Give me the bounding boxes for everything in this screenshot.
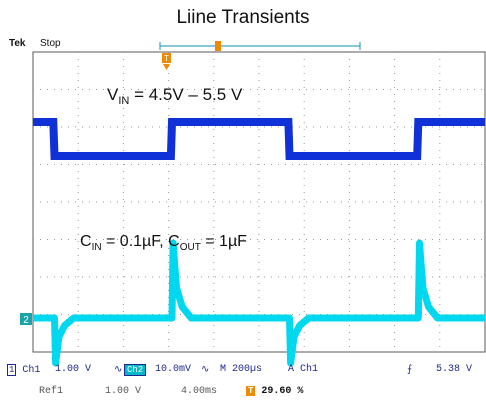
ch1-id: 1 — [7, 364, 17, 376]
trigger-source: A Ch1 — [288, 364, 319, 375]
timebase-readout: M 200µs — [220, 364, 263, 375]
trigger-slope-icon: ⨍ — [407, 365, 413, 376]
ch2-scale: 10.0mV — [155, 364, 192, 375]
scope-brand: Tek — [9, 38, 26, 49]
ref1-label: Ref1 — [39, 386, 64, 397]
graticule-grid — [33, 52, 485, 352]
trigger-position-bar — [159, 41, 361, 51]
bandwidth-icon: ∿ — [201, 365, 210, 376]
ch1-scale: 1.00 V — [55, 364, 92, 375]
ch2-label: Ch2 — [124, 364, 147, 376]
ch2-coupling-icon: ∿ — [114, 365, 123, 376]
trigger-position-marker: T — [246, 386, 256, 396]
vin-annotation: VIN = 4.5V – 5.5 V — [107, 85, 243, 107]
ref1-time: 4.00ms — [181, 386, 218, 397]
ch2-readout: Ch2 — [124, 364, 147, 376]
ch1-waveform — [33, 118, 485, 160]
ch1-readout: 1 Ch1 — [7, 364, 40, 376]
trigger-position-readout: T 29.60 % — [246, 386, 303, 397]
ch2-waveform — [33, 239, 485, 367]
trigger-position-value: 29.60 % — [261, 386, 304, 397]
scope-status: Stop — [40, 38, 61, 49]
svg-text:T: T — [164, 54, 169, 63]
trigger-level: 5.38 V — [436, 364, 473, 375]
trigger-marker: T — [162, 53, 171, 70]
capacitance-annotation: CIN = 0.1µF, COUT = 1µF — [80, 233, 247, 253]
ch2-ground-marker: 2 — [20, 313, 32, 326]
svg-text:2: 2 — [23, 315, 29, 326]
ref1-scale: 1.00 V — [105, 386, 142, 397]
chart-title: Liine Transients — [176, 7, 310, 28]
ch1-label: Ch1 — [22, 365, 41, 376]
